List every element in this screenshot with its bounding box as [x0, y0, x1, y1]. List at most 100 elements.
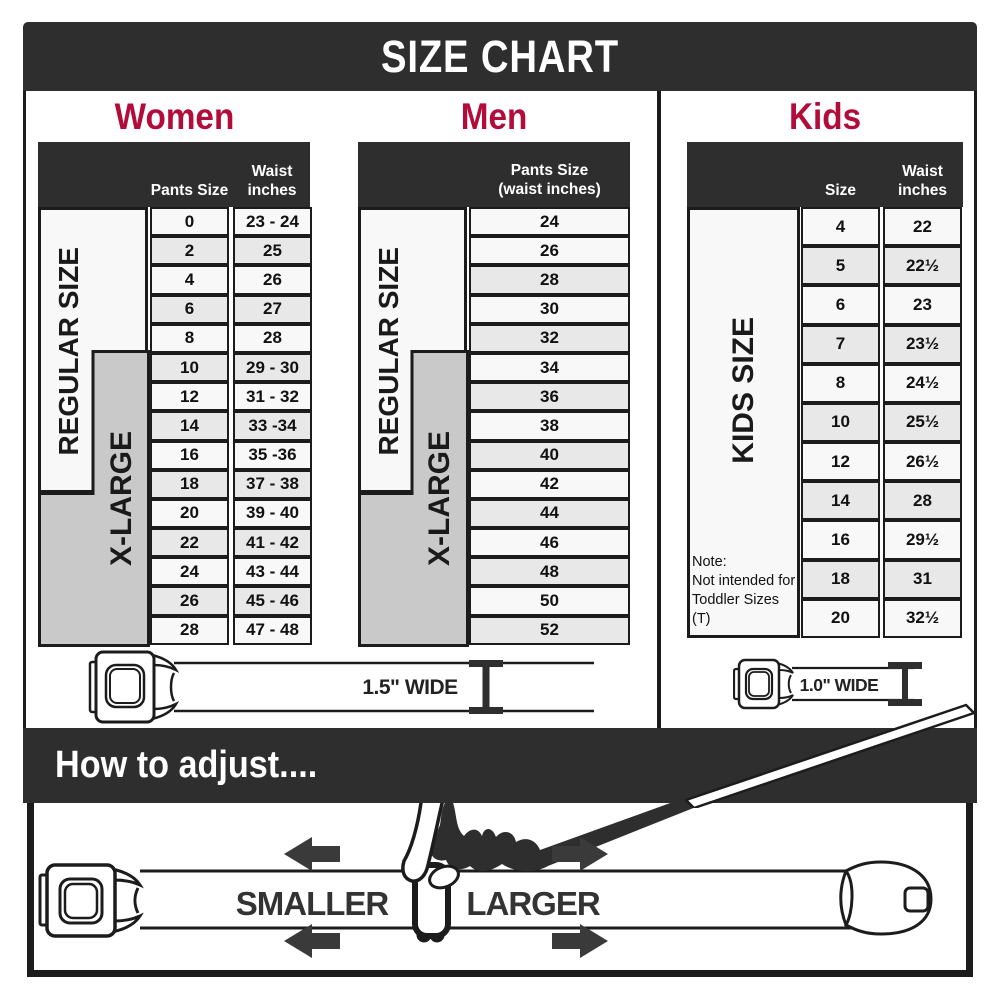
table-cell: 36: [469, 382, 630, 412]
table-cell: 41 - 42: [233, 528, 312, 558]
table-cell: 26: [233, 265, 312, 295]
kids-table-row: 20 32½: [687, 598, 963, 638]
men-table-row: 50: [358, 586, 630, 616]
table-cell: 6: [801, 285, 880, 325]
table-cell: 14: [801, 481, 880, 521]
adult-belt-width-label: 1.5" WIDE: [362, 676, 458, 699]
pulled-strap-icon: [684, 703, 976, 808]
women-size-table: 0 23 - 24 2 25 4 26 6 27 8 28 10 29 - 30 12 31 - 32 14…: [38, 207, 312, 645]
men-table-row: 52: [358, 615, 630, 645]
men-table-row: 46: [358, 528, 630, 558]
table-cell: 40: [469, 440, 630, 470]
women-table-row: 22 41 - 42: [38, 528, 312, 558]
kids-size-table: 4 22 5 22½ 6 23 7 23½ 8 24½ 10 25½ 12 26½ 14 28 16 29½ 18 3…: [687, 207, 963, 638]
women-table-row: 14 33 -34: [38, 411, 312, 441]
table-cell: 20: [801, 598, 880, 638]
table-cell: 39 - 40: [233, 498, 312, 529]
table-cell: 28: [150, 615, 229, 645]
table-cell: 23 - 24: [233, 207, 312, 237]
men-table-row: 44: [358, 498, 630, 529]
table-cell: 26: [150, 586, 229, 616]
table-cell: 32: [469, 323, 630, 353]
table-cell: 38: [469, 411, 630, 441]
table-cell: 10: [801, 402, 880, 443]
table-cell: 4: [150, 265, 229, 295]
table-cell: 5: [801, 246, 880, 286]
table-cell: 31: [883, 559, 962, 599]
table-cell: 28: [233, 323, 312, 353]
kids-size-header: Size: [824, 181, 856, 199]
title-band: SIZE CHART: [23, 22, 977, 91]
women-table-row: 2 25: [38, 236, 312, 266]
men-xlarge-box: [358, 350, 469, 647]
women-pants-size-header: Pants Size: [150, 181, 229, 199]
table-cell: 16: [801, 520, 880, 560]
table-cell: 0: [150, 207, 229, 237]
kids-table-row: 4 22: [687, 207, 963, 247]
women-table-row: 20 39 - 40: [38, 498, 312, 529]
table-cell: 24½: [883, 363, 962, 403]
table-cell: 37 - 38: [233, 469, 312, 499]
table-cell: 45 - 46: [233, 586, 312, 616]
men-pants-size-header: Pants Size (waist inches): [498, 162, 601, 198]
kids-table-row: 12 26½: [687, 442, 963, 482]
hand-icon: [401, 803, 706, 890]
arrow-right-icon: [552, 924, 608, 958]
table-cell: 8: [801, 363, 880, 403]
width-measure-icon: [469, 660, 503, 714]
table-cell: 48: [469, 557, 630, 587]
table-cell: 32½: [883, 598, 962, 638]
women-table-row: 24 43 - 44: [38, 557, 312, 587]
men-section-heading: Men: [460, 96, 528, 137]
adult-belt-illustration: 1.5" WIDE: [88, 650, 594, 724]
men-table-row: 28: [358, 265, 630, 295]
kids-table-row: 14 28: [687, 481, 963, 521]
men-size-table: 24 26 28 30 32 34 36 38 40 42 44 46 48 50 52: [358, 207, 630, 645]
women-table-row: 0 23 - 24: [38, 207, 312, 237]
larger-label: LARGER: [466, 885, 601, 922]
table-cell: 31 - 32: [233, 382, 312, 412]
table-cell: 12: [150, 382, 229, 412]
men-table-row: 40: [358, 440, 630, 470]
kids-table-row: 18 31: [687, 559, 963, 599]
table-cell: 27: [233, 294, 312, 324]
kids-belt-illustration: 1.0" WIDE: [733, 658, 922, 710]
women-section-heading: Women: [114, 96, 234, 137]
men-table-row: 36: [358, 382, 630, 412]
women-table-row: 12 31 - 32: [38, 382, 312, 412]
women-table-row: 18 37 - 38: [38, 469, 312, 499]
table-cell: 28: [469, 265, 630, 295]
table-cell: 23½: [883, 324, 962, 364]
table-cell: 47 - 48: [233, 615, 312, 645]
table-cell: 28: [883, 481, 962, 521]
men-table-row: 26: [358, 236, 630, 266]
table-cell: 24: [469, 207, 630, 237]
table-cell: 22½: [883, 246, 962, 286]
table-cell: 26: [469, 236, 630, 266]
table-cell: 29½: [883, 520, 962, 560]
arrow-left-icon: [284, 924, 340, 958]
kids-table-row: 16 29½: [687, 520, 963, 560]
women-table-row: 28 47 - 48: [38, 615, 312, 645]
women-table-row: 4 26: [38, 265, 312, 295]
table-cell: 20: [150, 498, 229, 529]
men-table-row: 24: [358, 207, 630, 237]
table-cell: 18: [150, 469, 229, 499]
arrow-right-icon: [552, 837, 608, 871]
men-table-row: 42: [358, 469, 630, 499]
table-cell: 4: [801, 207, 880, 247]
kids-note: Note: Not intended for Toddler Sizes (T): [692, 554, 796, 628]
section-divider: [657, 91, 661, 728]
table-cell: 25: [233, 236, 312, 266]
men-table-row: 34: [358, 352, 630, 383]
kids-table-row: 6 23: [687, 285, 963, 325]
women-table-row: 8 28: [38, 323, 312, 353]
women-waist-header: Waist inches: [247, 163, 297, 199]
kids-section-heading: Kids: [788, 96, 862, 137]
table-cell: 7: [801, 324, 880, 364]
table-cell: 22: [883, 207, 962, 247]
men-table-row: 32: [358, 323, 630, 353]
arrow-left-icon: [284, 837, 340, 871]
table-cell: 18: [801, 559, 880, 599]
